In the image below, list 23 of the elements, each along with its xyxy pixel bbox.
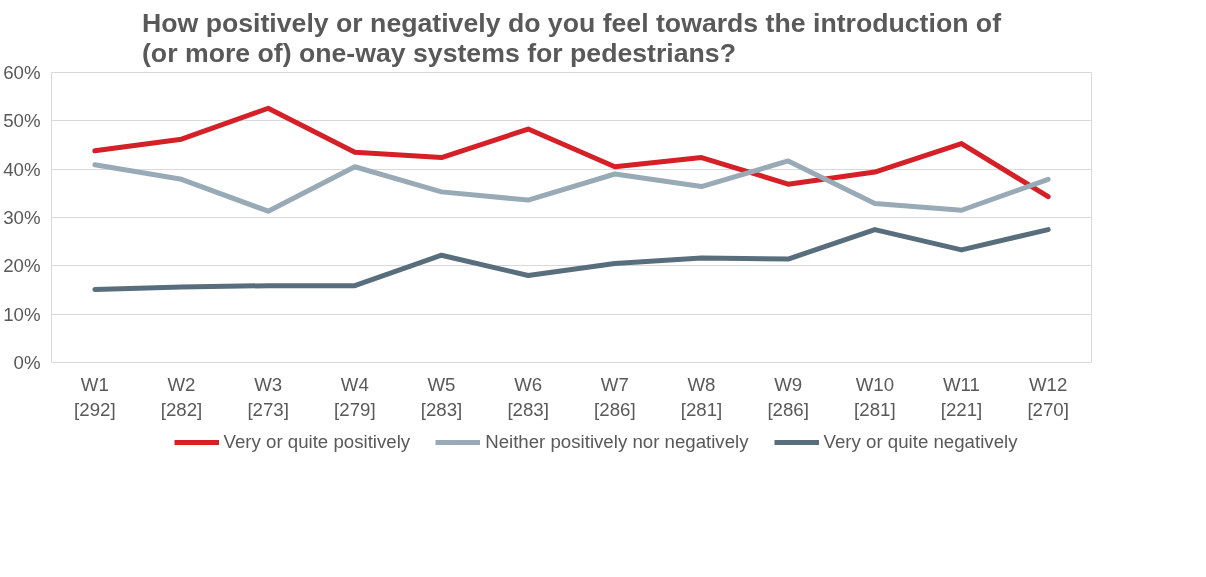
x-tick-label: W5 [283] (420, 373, 463, 420)
x-tick-label: W9 [286] (767, 373, 809, 420)
x-tick-label: W11 [221] (940, 373, 983, 420)
y-tick-label: 10% (3, 303, 41, 325)
y-tick-label: 30% (3, 207, 41, 228)
legend-label: Very or quite negatively (823, 431, 1018, 453)
y-tick-label: 60% (3, 62, 41, 83)
x-tick-label: W6 [283] (507, 373, 549, 420)
y-tick-label: 40% (3, 158, 41, 180)
y-tick-label: 50% (3, 110, 41, 132)
x-tick-label: W12 [270] (1027, 373, 1069, 420)
x-tick-label: W2 [282] (160, 373, 203, 420)
x-tick-label: W4 [279] (334, 373, 376, 420)
y-tick-label: 20% (3, 255, 41, 277)
chart-title: How positively or negatively do you feel towards the introduction of (or more of) one-way systems for pedestrians? (141, 7, 1002, 68)
x-tick-label: W7 [286] (594, 373, 636, 420)
x-tick-label: W3 [273] (247, 373, 289, 420)
legend-label: Neither positively nor negatively (485, 431, 749, 453)
x-tick-label: W8 [281] (680, 373, 723, 420)
y-tick-label: 0% (13, 352, 41, 373)
x-tick-label: W1 [292] (74, 373, 116, 420)
legend-label: Very or quite positively (223, 431, 411, 453)
x-tick-label: W10 [281] (854, 373, 896, 420)
